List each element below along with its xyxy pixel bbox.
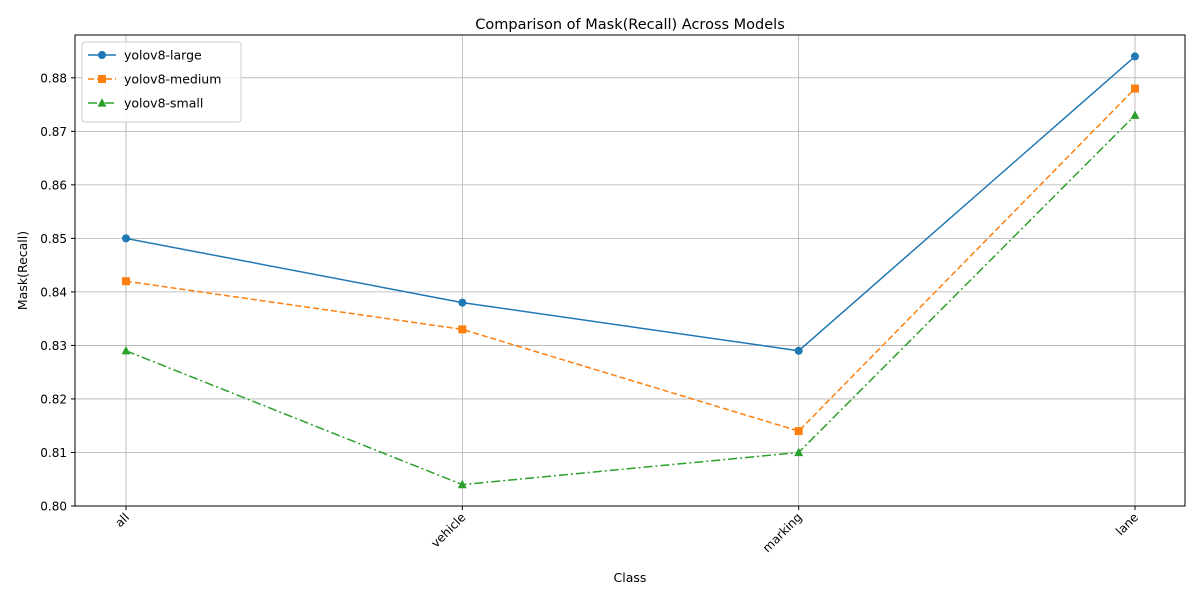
data-point [121, 345, 131, 355]
series-yolov8-large [122, 52, 1139, 355]
data-point [458, 298, 467, 307]
y-tick-label: 0.88 [40, 71, 67, 85]
legend-marker [98, 51, 106, 59]
legend-label: yolov8-large [124, 48, 202, 63]
data-point [457, 479, 467, 489]
legend-item: yolov8-small [88, 96, 203, 111]
legend-marker [98, 75, 106, 83]
legend-item: yolov8-large [88, 48, 202, 63]
series-line [125, 55, 1136, 352]
y-tick-label: 0.82 [40, 392, 67, 406]
series-layer [121, 52, 1140, 489]
y-tick-label: 0.83 [40, 339, 67, 353]
y-tick-label: 0.86 [40, 178, 67, 192]
plot-frame [74, 34, 1186, 507]
series-yolov8-medium [122, 84, 1139, 436]
data-point [1131, 52, 1139, 61]
grid [75, 35, 1185, 507]
legend: yolov8-large yolov8-medium yolov8-small [81, 41, 242, 123]
legend-marker [97, 98, 107, 107]
data-point [1131, 84, 1139, 93]
data-point [794, 427, 803, 436]
data-point [122, 277, 130, 286]
data-point [458, 325, 467, 334]
series-line [125, 114, 1136, 486]
data-point [794, 346, 803, 355]
data-point [1130, 110, 1140, 119]
y-tick-label: 0.81 [40, 446, 67, 460]
series-line [125, 87, 1136, 432]
legend-label: yolov8-small [124, 96, 203, 111]
data-point [122, 234, 130, 243]
y-axis-label: Mask(Recall) [15, 231, 30, 310]
y-tick-label: 0.85 [40, 232, 67, 246]
legend-box [81, 41, 242, 123]
x-axis-label: Class [614, 570, 647, 585]
legend-label: yolov8-medium [124, 72, 221, 87]
legend-item: yolov8-medium [88, 72, 221, 87]
y-tick-label: 0.84 [40, 285, 67, 299]
chart-title: Comparison of Mask(Recall) Across Models [475, 17, 785, 33]
series-yolov8-small [121, 110, 1140, 489]
y-tick-label: 0.80 [40, 500, 67, 514]
data-point [794, 447, 804, 457]
y-tick-label: 0.87 [40, 125, 67, 139]
